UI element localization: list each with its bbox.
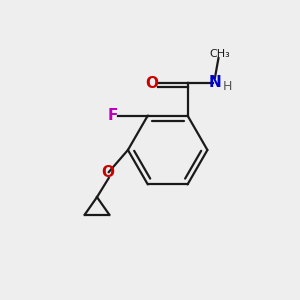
Text: CH₃: CH₃	[210, 49, 230, 59]
Text: H: H	[223, 80, 232, 93]
Text: F: F	[107, 108, 118, 123]
Text: N: N	[208, 75, 221, 90]
Text: O: O	[145, 76, 158, 91]
Text: O: O	[101, 165, 114, 180]
